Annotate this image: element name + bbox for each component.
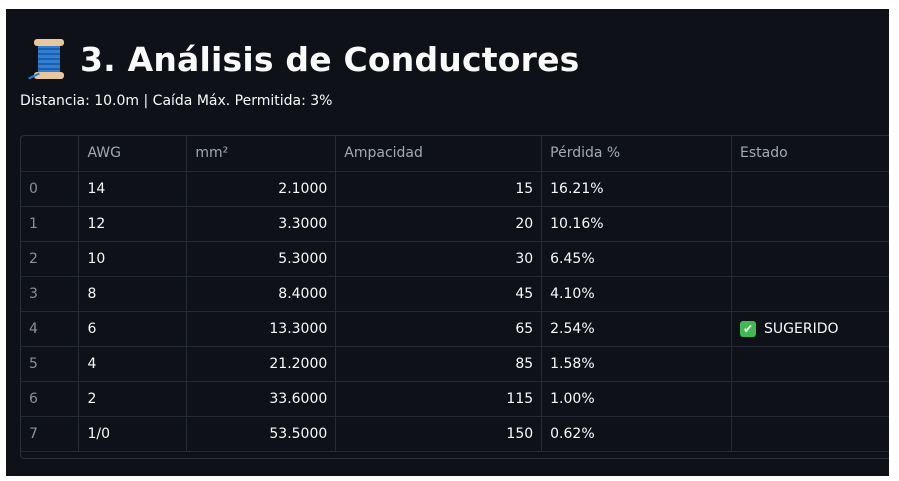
mm2-cell[interactable]: 5.3000 <box>186 241 337 277</box>
check-mark-icon: ✔ <box>740 320 757 337</box>
ampacidad-cell[interactable]: 65 <box>335 311 543 347</box>
estado-cell[interactable] <box>731 346 889 382</box>
awg-cell[interactable]: 1/0 <box>78 416 188 452</box>
ampacidad-cell[interactable]: 150 <box>335 416 543 452</box>
app-container: 3. Análisis de Conductores Distancia: 10… <box>6 9 889 476</box>
column-header-perdida[interactable]: Pérdida % <box>541 136 733 172</box>
row-index-cell[interactable]: 4 <box>21 311 80 347</box>
column-header-index[interactable] <box>21 136 80 172</box>
mm2-cell[interactable]: 2.1000 <box>186 171 337 207</box>
table-row[interactable]: 0 14 2.1000 15 16.21% <box>21 171 889 207</box>
awg-cell[interactable]: 10 <box>78 241 188 277</box>
perdida-cell[interactable]: 1.00% <box>541 381 733 417</box>
column-header-mm2[interactable]: mm² <box>186 136 337 172</box>
row-index-cell[interactable]: 5 <box>21 346 80 382</box>
status-badge: ✔ SUGERIDO <box>740 320 839 337</box>
column-header-awg[interactable]: AWG <box>78 136 188 172</box>
perdida-cell[interactable]: 4.10% <box>541 276 733 312</box>
perdida-cell[interactable]: 2.54% <box>541 311 733 347</box>
distance-summary: Distancia: 10.0m | Caída Máx. Permitida:… <box>20 93 333 109</box>
row-index-cell[interactable]: 6 <box>21 381 80 417</box>
column-header-ampacidad[interactable]: Ampacidad <box>335 136 543 172</box>
awg-cell[interactable]: 4 <box>78 346 188 382</box>
ampacidad-cell[interactable]: 15 <box>335 171 543 207</box>
awg-cell[interactable]: 6 <box>78 311 188 347</box>
perdida-cell[interactable]: 1.58% <box>541 346 733 382</box>
mm2-cell[interactable]: 53.5000 <box>186 416 337 452</box>
table-header-row: AWG mm² Ampacidad Pérdida % Estado <box>21 136 889 172</box>
awg-cell[interactable]: 8 <box>78 276 188 312</box>
perdida-cell[interactable]: 10.16% <box>541 206 733 242</box>
ampacidad-cell[interactable]: 85 <box>335 346 543 382</box>
table-row[interactable]: 7 1/0 53.5000 150 0.62% <box>21 416 889 452</box>
row-index-cell[interactable]: 3 <box>21 276 80 312</box>
row-index-cell[interactable]: 7 <box>21 416 80 452</box>
mm2-cell[interactable]: 8.4000 <box>186 276 337 312</box>
awg-cell[interactable]: 14 <box>78 171 188 207</box>
thread-spool-icon <box>28 39 66 80</box>
table-row[interactable]: 3 8 8.4000 45 4.10% <box>21 276 889 312</box>
estado-cell[interactable] <box>731 206 889 242</box>
ampacidad-cell[interactable]: 45 <box>335 276 543 312</box>
row-index-cell[interactable]: 2 <box>21 241 80 277</box>
estado-cell[interactable] <box>731 171 889 207</box>
title-row: 3. Análisis de Conductores <box>28 33 580 85</box>
table-row[interactable]: 1 12 3.3000 20 10.16% <box>21 206 889 242</box>
table-body: 0 14 2.1000 15 16.21% 1 12 3.3000 20 10.16% 2 10 5.3… <box>21 171 889 452</box>
page-title: 3. Análisis de Conductores <box>80 39 580 79</box>
awg-cell[interactable]: 2 <box>78 381 188 417</box>
status-label: SUGERIDO <box>764 320 839 337</box>
perdida-cell[interactable]: 6.45% <box>541 241 733 277</box>
conductors-table: AWG mm² Ampacidad Pérdida % Estado 0 14 2.… <box>21 136 889 452</box>
mm2-cell[interactable]: 21.2000 <box>186 346 337 382</box>
mm2-cell[interactable]: 13.3000 <box>186 311 337 347</box>
estado-cell[interactable] <box>731 381 889 417</box>
awg-cell[interactable]: 12 <box>78 206 188 242</box>
perdida-cell[interactable]: 0.62% <box>541 416 733 452</box>
estado-cell[interactable]: ✔ SUGERIDO <box>731 311 889 347</box>
ampacidad-cell[interactable]: 30 <box>335 241 543 277</box>
row-index-cell[interactable]: 1 <box>21 206 80 242</box>
row-index-cell[interactable]: 0 <box>21 171 80 207</box>
table-row[interactable]: 2 10 5.3000 30 6.45% <box>21 241 889 277</box>
conductors-table-container[interactable]: AWG mm² Ampacidad Pérdida % Estado 0 14 2.… <box>20 135 889 459</box>
ampacidad-cell[interactable]: 20 <box>335 206 543 242</box>
estado-cell[interactable] <box>731 416 889 452</box>
ampacidad-cell[interactable]: 115 <box>335 381 543 417</box>
table-row[interactable]: 5 4 21.2000 85 1.58% <box>21 346 889 382</box>
mm2-cell[interactable]: 3.3000 <box>186 206 337 242</box>
mm2-cell[interactable]: 33.6000 <box>186 381 337 417</box>
perdida-cell[interactable]: 16.21% <box>541 171 733 207</box>
table-row[interactable]: 6 2 33.6000 115 1.00% <box>21 381 889 417</box>
column-header-estado[interactable]: Estado <box>731 136 889 172</box>
estado-cell[interactable] <box>731 276 889 312</box>
estado-cell[interactable] <box>731 241 889 277</box>
table-row[interactable]: 4 6 13.3000 65 2.54% ✔ SUGERIDO <box>21 311 889 347</box>
